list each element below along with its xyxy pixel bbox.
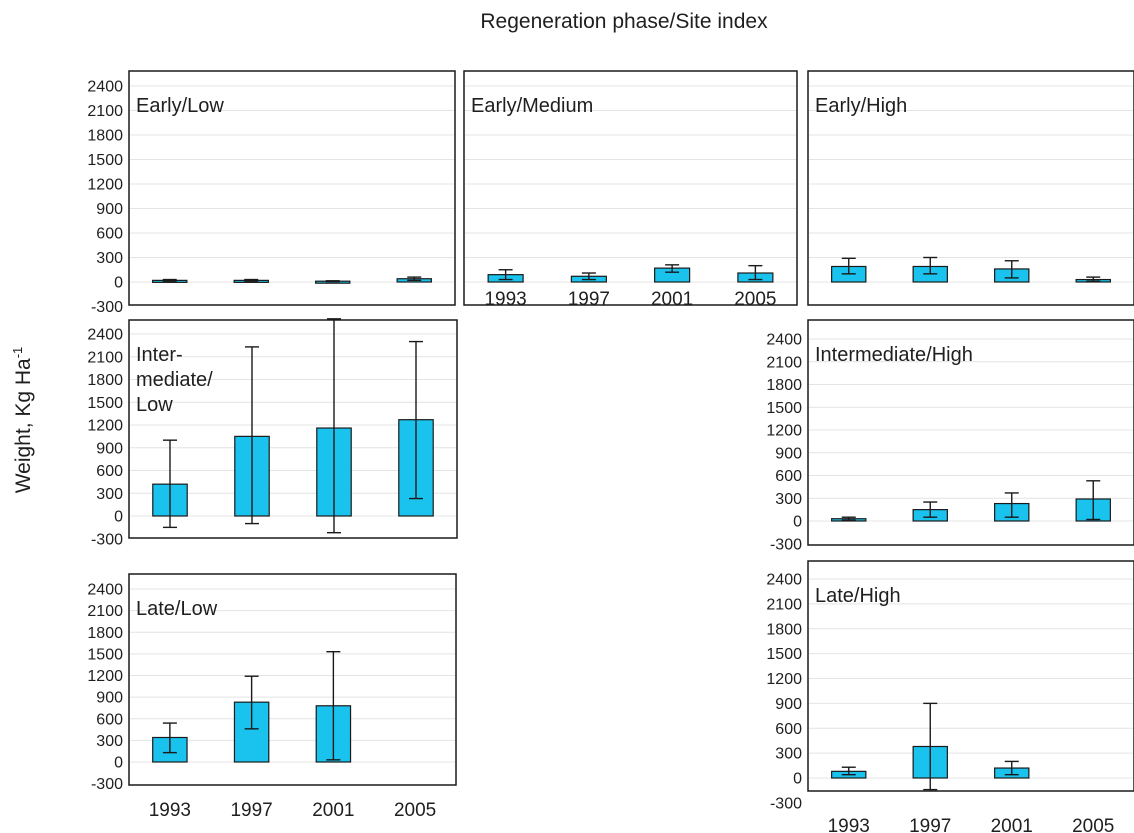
y-tick-label: 0	[114, 509, 123, 526]
y-tick-label: 300	[775, 491, 802, 508]
y-tick-label: 600	[96, 463, 123, 480]
y-tick-label: 0	[114, 755, 123, 772]
y-tick-label: 1800	[766, 621, 802, 638]
x-tick-label: 2001	[991, 816, 1033, 833]
y-tick-label: 1200	[766, 423, 802, 440]
y-tick-label: 900	[775, 445, 802, 462]
y-tick-label: 2400	[766, 572, 802, 589]
figure-title: Regeneration phase/Site index	[480, 10, 768, 33]
y-tick-label: 600	[775, 721, 802, 738]
figure-ylabel-text: Weight, Kg Ha	[12, 358, 35, 493]
y-tick-label: 1500	[87, 395, 123, 412]
y-tick-label: 1200	[87, 177, 123, 194]
panel-title: Inter-	[136, 344, 183, 366]
y-tick-label: 0	[793, 771, 802, 788]
y-tick-label: 1500	[87, 646, 123, 663]
y-tick-label: 0	[793, 514, 802, 531]
plot-frame	[128, 70, 456, 306]
chart-panel: 1993 1997 2001 2005 Early/Medium	[463, 70, 798, 310]
x-tick-label: 2005	[394, 800, 436, 821]
plot-frame	[463, 70, 798, 306]
y-tick-label: 600	[96, 711, 123, 728]
y-tick-label: -300	[770, 795, 802, 812]
y-tick-label: 2100	[87, 349, 123, 366]
y-tick-label: 1200	[87, 418, 123, 435]
y-tick-label: -300	[91, 299, 123, 316]
y-tick-label: 2100	[87, 103, 123, 120]
y-tick-label: 900	[96, 690, 123, 707]
y-tick-label: 2400	[87, 79, 123, 96]
panel-title: Early/Low	[136, 95, 224, 117]
y-tick-label: 1800	[766, 377, 802, 394]
panels-group: -300 0 300 600 900 1200 1500 1800 2100 2400 Early/…	[87, 70, 1134, 833]
figure-ylabel: Weight, Kg Ha-1	[10, 347, 35, 494]
x-tick-label: 2005	[1072, 816, 1114, 833]
y-tick-label: -300	[91, 531, 123, 548]
y-tick-label: 900	[775, 696, 802, 713]
plot-frame	[128, 319, 458, 539]
chart-panel: -300 0 300 600 900 1200 1500 1800 2100 2400 Interm…	[766, 319, 1134, 553]
y-tick-label: 1200	[87, 668, 123, 685]
y-tick-label: 300	[96, 486, 123, 503]
plot-frame	[807, 319, 1134, 546]
x-tick-label: 1997	[568, 289, 610, 310]
y-tick-label: 1800	[87, 128, 123, 145]
panel-title: Early/High	[815, 95, 907, 117]
panel-title: Intermediate/High	[815, 344, 973, 366]
y-tick-label: 2100	[87, 603, 123, 620]
chart-panel: -300 0 300 600 900 1200 1500 1800 2100 2400 1993 19…	[87, 573, 457, 821]
x-tick-label: 2005	[734, 289, 776, 310]
y-tick-label: 1800	[87, 625, 123, 642]
plot-frame	[128, 573, 457, 786]
x-tick-label: 2001	[651, 289, 693, 310]
y-tick-label: 2100	[766, 354, 802, 371]
y-tick-label: 2400	[87, 327, 123, 344]
plot-frame	[807, 560, 1134, 792]
chart-panel: -300 0 300 600 900 1200 1500 1800 2100 2400 Inter-…	[87, 318, 458, 548]
y-tick-label: 900	[96, 440, 123, 457]
y-tick-label: 1500	[766, 400, 802, 417]
y-tick-label: 300	[96, 250, 123, 267]
y-tick-label: 600	[775, 468, 802, 485]
panel-title: Late/High	[815, 585, 901, 607]
y-tick-label: 1500	[87, 152, 123, 169]
plot-frame	[807, 70, 1134, 306]
x-tick-label: 1993	[828, 816, 870, 833]
y-tick-label: 300	[775, 746, 802, 763]
y-tick-label: 1200	[766, 671, 802, 688]
x-tick-label: 1997	[909, 816, 951, 833]
y-tick-label: 2100	[766, 596, 802, 613]
y-tick-label: 0	[114, 275, 123, 292]
y-tick-label: 600	[96, 226, 123, 243]
x-tick-label: 1993	[149, 800, 191, 821]
chart-panel: -300 0 300 600 900 1200 1500 1800 2100 2400 Early/…	[87, 70, 456, 316]
x-tick-label: 1997	[230, 800, 272, 821]
chart-panel: -300 0 300 600 900 1200 1500 1800 2100 2400 1993 19…	[766, 560, 1134, 833]
y-tick-label: 1500	[766, 646, 802, 663]
y-tick-label: -300	[91, 776, 123, 793]
panel-title: Late/Low	[136, 598, 218, 620]
figure-ylabel-superscript: -1	[10, 347, 25, 359]
y-tick-label: 300	[96, 733, 123, 750]
chart-panel: Early/High	[807, 70, 1134, 306]
y-tick-label: 1800	[87, 372, 123, 389]
y-tick-label: -300	[770, 536, 802, 553]
x-tick-label: 1993	[484, 289, 526, 310]
y-tick-label: 2400	[766, 332, 802, 349]
panel-title: Low	[136, 394, 173, 416]
y-tick-label: 900	[96, 201, 123, 218]
x-tick-label: 2001	[312, 800, 354, 821]
panel-title: mediate/	[136, 369, 213, 391]
panel-title: Early/Medium	[471, 95, 593, 117]
y-tick-label: 2400	[87, 582, 123, 599]
